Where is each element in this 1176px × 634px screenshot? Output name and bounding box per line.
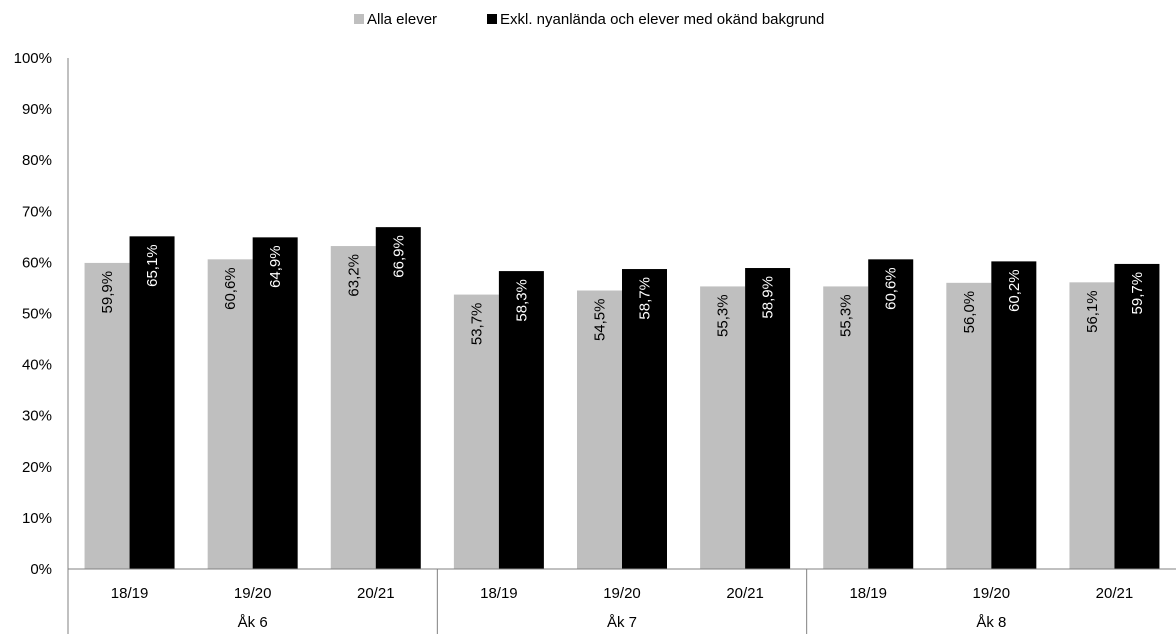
bar <box>375 227 421 570</box>
y-tick-label: 50% <box>22 306 52 323</box>
bar <box>745 268 791 569</box>
bar <box>577 290 622 569</box>
y-tick-label: 20% <box>22 459 52 476</box>
data-label: 59,7% <box>1129 272 1146 315</box>
data-label: 66,9% <box>390 235 407 278</box>
x-tick-label: 19/20 <box>234 585 272 602</box>
y-tick-label: 30% <box>22 408 52 425</box>
data-label: 64,9% <box>267 245 284 288</box>
bars: 59,9% 65,1% 60,6% 64,9% 63,2% 66,9% 53,7% 58,3%… <box>84 227 1160 570</box>
data-label: 56,1% <box>1084 290 1101 333</box>
data-label: 53,7% <box>468 303 485 346</box>
bar <box>207 259 253 569</box>
bar <box>453 294 499 569</box>
legend-swatch <box>354 14 364 24</box>
x-tick-label: 18/19 <box>480 585 518 602</box>
legend-label: Exkl. nyanlända och elever med okänd bak… <box>500 11 824 28</box>
legend-item: Exkl. nyanlända och elever med okänd bak… <box>487 11 824 28</box>
y-tick-label: 40% <box>22 357 52 374</box>
legend-item: Alla elever <box>354 11 437 28</box>
data-label: 55,3% <box>715 294 732 337</box>
bar <box>1069 282 1115 569</box>
data-label: 58,3% <box>513 279 530 322</box>
data-label: 58,7% <box>637 277 654 320</box>
y-tick-label: 10% <box>22 510 52 527</box>
data-label: 65,1% <box>144 244 161 287</box>
bar <box>129 236 175 570</box>
x-tick-label: 20/21 <box>726 585 764 602</box>
x-tick-label: 19/20 <box>973 585 1011 602</box>
bar <box>622 269 667 569</box>
data-label: 55,3% <box>838 294 855 337</box>
legend-label: Alla elever <box>367 11 437 28</box>
data-label: 54,5% <box>592 299 609 342</box>
legend-swatch <box>487 14 497 24</box>
data-label: 60,6% <box>883 267 900 310</box>
bar <box>252 237 298 569</box>
bar <box>868 259 914 569</box>
y-tick-label: 60% <box>22 254 52 271</box>
group-label: Åk 8 <box>976 614 1006 631</box>
x-tick-label: 18/19 <box>849 585 887 602</box>
group-label: Åk 6 <box>238 614 268 631</box>
bar <box>84 262 130 569</box>
bar <box>700 286 746 569</box>
y-tick-label: 0% <box>30 561 52 578</box>
legend: Alla elever Exkl. nyanlända och elever me… <box>354 11 824 28</box>
y-tick-label: 80% <box>22 152 52 169</box>
group-label: Åk 7 <box>607 614 637 631</box>
data-label: 59,9% <box>99 271 116 314</box>
x-axis: 18/19 19/20 20/21 Åk 6 18/19 19/20 20/21 Åk 7 18… <box>68 568 1176 634</box>
y-axis: 0% 10% 20% 30% 40% 50% 60% 70% 80% 90% 100% <box>14 50 69 634</box>
data-label: 60,6% <box>222 267 239 310</box>
bar <box>823 286 869 569</box>
bar <box>330 246 376 569</box>
x-tick-label: 18/19 <box>111 585 149 602</box>
x-tick-label: 20/21 <box>357 585 395 602</box>
bar <box>946 282 992 569</box>
y-tick-label: 90% <box>22 101 52 118</box>
x-tick-label: 19/20 <box>603 585 641 602</box>
data-label: 63,2% <box>345 254 362 297</box>
data-label: 60,2% <box>1006 269 1023 312</box>
bar <box>1114 263 1160 569</box>
data-label: 58,9% <box>760 276 777 319</box>
bar <box>991 261 1037 569</box>
bar <box>498 271 544 569</box>
data-label: 56,0% <box>961 291 978 334</box>
y-tick-label: 100% <box>14 50 52 67</box>
y-tick-label: 70% <box>22 203 52 220</box>
x-tick-label: 20/21 <box>1096 585 1134 602</box>
